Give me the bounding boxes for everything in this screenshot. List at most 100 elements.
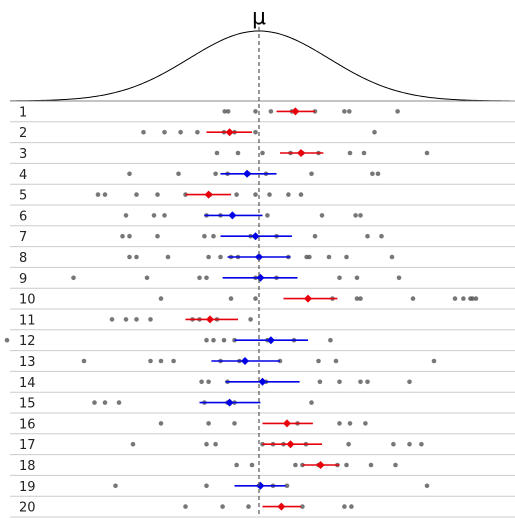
row-label: 15 bbox=[19, 397, 36, 412]
sample-mean-marker bbox=[258, 377, 267, 386]
sample-mean-marker bbox=[277, 502, 286, 511]
sample-point bbox=[123, 317, 129, 322]
sample-point bbox=[158, 358, 164, 364]
sample-point bbox=[431, 358, 437, 364]
sample-point bbox=[372, 129, 377, 135]
sample-point bbox=[165, 254, 171, 260]
sample-point bbox=[260, 150, 265, 156]
sample-point bbox=[218, 254, 223, 260]
sample-point bbox=[379, 233, 384, 239]
sample-point bbox=[395, 109, 400, 114]
sample-point bbox=[162, 129, 167, 135]
sample-point bbox=[211, 233, 216, 239]
sample-mean-marker bbox=[206, 315, 214, 324]
sample-point bbox=[204, 441, 209, 447]
sample-point bbox=[363, 421, 368, 426]
sample-mean-marker bbox=[225, 398, 234, 407]
sample-point bbox=[206, 254, 211, 260]
row-label: 19 bbox=[19, 480, 36, 495]
sample-point bbox=[328, 337, 333, 343]
row-label: 10 bbox=[19, 293, 36, 308]
row-label: 7 bbox=[19, 230, 27, 245]
sample-point bbox=[344, 462, 349, 468]
sample-point bbox=[337, 379, 342, 385]
sample-point bbox=[253, 129, 258, 135]
sample-point bbox=[120, 233, 125, 239]
row-label: 2 bbox=[19, 126, 27, 141]
sample-point bbox=[358, 213, 363, 218]
sample-point bbox=[342, 109, 347, 114]
sample-point bbox=[354, 296, 360, 301]
sample-mean-marker bbox=[286, 440, 295, 449]
sample-point bbox=[204, 483, 209, 489]
sample-point bbox=[389, 254, 395, 260]
sample-point bbox=[312, 233, 318, 239]
sample-mean-marker bbox=[304, 294, 312, 303]
sample-mean-marker bbox=[251, 232, 260, 241]
sample-point bbox=[375, 171, 381, 177]
row-label: 5 bbox=[19, 189, 27, 204]
sample-point bbox=[171, 358, 176, 364]
sample-point bbox=[109, 317, 115, 322]
sample-point bbox=[419, 441, 424, 447]
sample-point bbox=[267, 192, 272, 197]
mu-label: μ bbox=[252, 5, 266, 30]
row-label: 12 bbox=[19, 334, 36, 349]
sample-point bbox=[234, 462, 239, 468]
sample-point bbox=[410, 296, 416, 301]
sample-point bbox=[127, 233, 132, 239]
sample-point bbox=[253, 192, 258, 197]
density-curve bbox=[9, 30, 511, 102]
sample-point bbox=[326, 254, 332, 260]
sample-point bbox=[347, 421, 353, 426]
sample-point bbox=[309, 171, 314, 177]
sample-point bbox=[220, 504, 225, 509]
sample-point bbox=[253, 109, 258, 114]
row-label: 16 bbox=[19, 417, 36, 432]
sample-point bbox=[134, 192, 139, 197]
sample-mean-marker bbox=[256, 273, 265, 282]
sample-mean-marker bbox=[291, 107, 300, 116]
sample-point bbox=[127, 171, 132, 177]
row-label: 3 bbox=[19, 147, 27, 162]
sample-point bbox=[222, 109, 227, 114]
sample-point bbox=[298, 192, 304, 197]
sample-point bbox=[204, 275, 209, 281]
sample-point bbox=[213, 441, 218, 447]
sample-point bbox=[102, 192, 108, 197]
sample-point bbox=[307, 254, 312, 260]
sample-point bbox=[248, 317, 253, 322]
sample-point bbox=[213, 171, 218, 177]
sample-point bbox=[102, 400, 108, 405]
sample-point bbox=[461, 296, 466, 301]
sample-mean-marker bbox=[256, 481, 265, 490]
sample-point bbox=[130, 441, 136, 447]
sample-point bbox=[317, 379, 323, 385]
sample-mean-marker bbox=[225, 128, 234, 137]
sample-point bbox=[144, 275, 150, 281]
sample-point bbox=[365, 233, 370, 239]
sample-point bbox=[225, 109, 231, 114]
sample-point bbox=[127, 254, 132, 260]
sample-point bbox=[178, 129, 183, 135]
sample-point bbox=[197, 275, 202, 281]
sample-mean-marker bbox=[228, 211, 237, 220]
sample-point bbox=[347, 150, 353, 156]
sample-point bbox=[95, 192, 101, 197]
row-label: 18 bbox=[19, 459, 36, 474]
sample-point bbox=[370, 171, 375, 177]
sample-point bbox=[234, 192, 239, 197]
sample-point bbox=[116, 400, 122, 405]
sample-point bbox=[158, 296, 164, 301]
sample-point bbox=[393, 462, 398, 468]
sample-point bbox=[232, 421, 237, 426]
sample-mean-marker bbox=[297, 149, 305, 157]
sample-point bbox=[134, 254, 139, 260]
sample-point bbox=[300, 504, 305, 509]
row-label: 20 bbox=[19, 501, 36, 516]
sample-point bbox=[358, 379, 363, 385]
sample-point bbox=[155, 233, 160, 239]
sample-point bbox=[333, 358, 339, 364]
sample-point bbox=[134, 317, 139, 322]
